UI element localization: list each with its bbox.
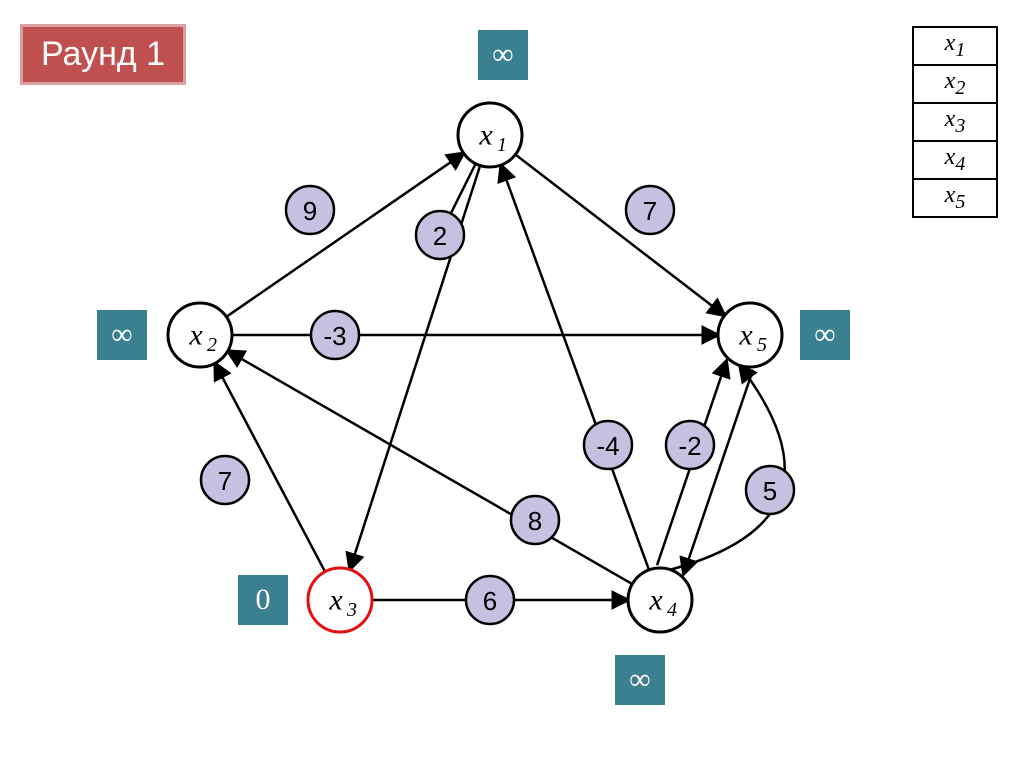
edge-weight: -3 [311,311,359,359]
svg-text:6: 6 [483,586,497,616]
edge-weight: 9 [286,186,334,234]
node-x3: x3 [308,568,372,632]
svg-text:5: 5 [757,334,767,356]
node-x1: x1 [458,103,522,167]
graph-canvas: 927-3786-4-25 x1x2x3x4x5 [0,0,1024,767]
edge-weight: -2 [666,421,714,469]
node-x4: x4 [628,568,692,632]
vertex-table-cell: x3 [913,103,997,141]
distance-box-x3: 0 [238,575,288,625]
svg-text:-4: -4 [596,431,619,461]
vertex-table-cell: x5 [913,179,997,217]
vertex-table-cell: x4 [913,141,997,179]
svg-text:7: 7 [218,466,232,496]
svg-text:x: x [648,584,663,617]
edge-weight: 2 [416,211,464,259]
edge-weight: 7 [626,186,674,234]
vertex-table-cell: x1 [913,27,997,65]
svg-text:x: x [328,584,343,617]
svg-text:3: 3 [346,599,357,621]
svg-text:-2: -2 [678,431,701,461]
svg-text:4: 4 [667,599,677,621]
svg-text:7: 7 [643,196,657,226]
svg-text:x: x [188,319,203,352]
svg-text:-3: -3 [323,321,346,351]
edge-weight: 8 [511,496,559,544]
distance-box-x1: ∞ [478,30,528,80]
vertex-table: x1x2x3x4x5 [912,26,998,218]
svg-text:2: 2 [207,334,217,356]
distance-box-x5: ∞ [800,310,850,360]
edge-weight: 6 [466,576,514,624]
edge-x5-x4 [684,370,753,574]
node-x5: x5 [718,303,782,367]
svg-text:9: 9 [303,196,317,226]
distance-box-x2: ∞ [97,310,147,360]
edge-weight: -4 [584,421,632,469]
vertex-table-cell: x2 [913,65,997,103]
svg-text:8: 8 [528,506,542,536]
svg-text:1: 1 [497,134,507,156]
svg-text:2: 2 [433,221,447,251]
distance-box-x4: ∞ [615,655,665,705]
svg-text:x: x [478,119,493,152]
edge-weight: 7 [201,456,249,504]
svg-text:x: x [738,319,753,352]
svg-text:5: 5 [763,476,777,506]
edge-x4-x2 [228,351,633,584]
node-x2: x2 [168,303,232,367]
edge-weight: 5 [746,466,794,514]
